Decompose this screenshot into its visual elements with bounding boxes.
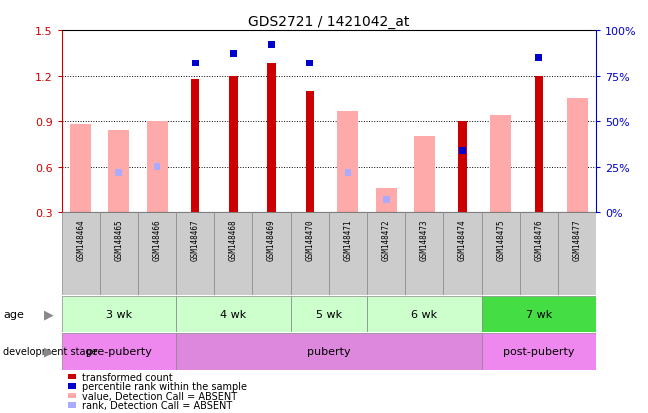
Bar [253,213,291,295]
Text: GSM148472: GSM148472 [382,219,391,261]
Text: GSM148473: GSM148473 [420,219,429,261]
Bar [345,169,351,176]
Bar [367,213,405,295]
Bar [459,147,466,154]
Bar [291,213,329,295]
Bar [566,99,588,213]
Text: post-puberty: post-puberty [503,347,575,356]
Text: 4 wk: 4 wk [220,309,246,319]
Bar [62,333,176,370]
Bar [62,213,100,295]
Bar [414,137,435,213]
Bar [558,213,596,295]
Bar [192,60,199,67]
Bar [108,131,130,213]
Text: GSM148475: GSM148475 [496,219,505,261]
Bar [115,169,122,176]
Text: ▶: ▶ [44,345,53,358]
Bar [490,116,511,213]
Bar [520,213,558,295]
Text: 5 wk: 5 wk [316,309,342,319]
Bar [62,296,176,332]
Text: ▶: ▶ [44,308,53,321]
Bar [176,213,214,295]
Text: GSM148477: GSM148477 [573,219,581,261]
Bar [191,79,200,213]
Bar [214,213,253,295]
Bar [146,122,168,213]
Text: percentile rank within the sample: percentile rank within the sample [82,381,247,391]
Text: puberty: puberty [307,347,351,356]
Bar [535,55,542,62]
Text: pre-puberty: pre-puberty [86,347,152,356]
Text: GSM148474: GSM148474 [458,219,467,261]
Bar [458,122,467,213]
Text: GSM148476: GSM148476 [535,219,544,261]
Bar [481,296,596,332]
Text: value, Detection Call = ABSENT: value, Detection Call = ABSENT [82,391,237,401]
Bar [268,42,275,49]
Text: 7 wk: 7 wk [526,309,552,319]
Bar [367,296,481,332]
Bar [535,76,543,213]
Text: transformed count: transformed count [82,372,172,382]
Text: GSM148470: GSM148470 [305,219,314,261]
Bar [443,213,481,295]
Bar [306,92,314,213]
Text: rank, Detection Call = ABSENT: rank, Detection Call = ABSENT [82,400,232,410]
Text: GSM148464: GSM148464 [76,219,85,261]
Bar [268,64,276,213]
Bar [307,60,313,67]
Bar [376,188,397,213]
Text: GSM148471: GSM148471 [343,219,353,261]
Bar [291,296,367,332]
Text: age: age [3,309,24,319]
Bar [338,111,358,213]
Bar [481,333,596,370]
Bar [138,213,176,295]
Text: 6 wk: 6 wk [411,309,437,319]
Bar [329,213,367,295]
Text: GSM148465: GSM148465 [114,219,123,261]
Text: 3 wk: 3 wk [106,309,132,319]
Bar [481,213,520,295]
Bar [383,197,389,204]
Bar [70,125,91,213]
Bar [229,76,238,213]
Title: GDS2721 / 1421042_at: GDS2721 / 1421042_at [248,14,410,28]
Text: GSM148468: GSM148468 [229,219,238,261]
Bar [176,296,291,332]
Text: GSM148466: GSM148466 [152,219,161,261]
Bar [405,213,443,295]
Bar [230,51,237,58]
Text: GSM148469: GSM148469 [267,219,276,261]
Bar [100,213,138,295]
Bar [176,333,481,370]
Text: development stage: development stage [3,347,98,356]
Bar [154,164,161,171]
Text: GSM148467: GSM148467 [191,219,200,261]
